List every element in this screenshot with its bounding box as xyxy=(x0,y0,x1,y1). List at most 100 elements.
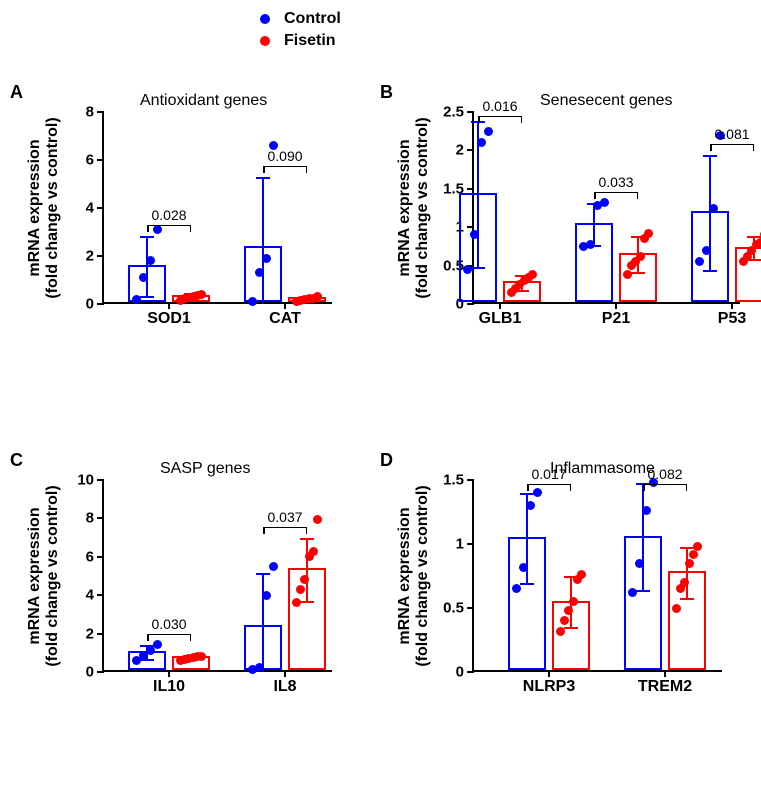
legend-dot-control xyxy=(260,14,270,24)
y-tick-label: 8 xyxy=(86,510,94,527)
panel-C: CSASP genesmRNA expression(fold change v… xyxy=(10,450,352,722)
x-tick-label: GLB1 xyxy=(479,310,522,328)
error-cap xyxy=(140,236,154,238)
legend: Control Fisetin xyxy=(260,10,341,54)
p-value-label: 0.033 xyxy=(598,174,633,190)
error-cap xyxy=(140,296,154,298)
data-point xyxy=(197,652,206,661)
error-bar xyxy=(262,178,264,304)
y-tick xyxy=(467,188,474,190)
error-cap xyxy=(256,573,270,575)
error-cap xyxy=(520,493,534,495)
y-tick-label: 4 xyxy=(86,200,94,217)
x-tick-label: P53 xyxy=(718,310,746,328)
legend-item-control: Control xyxy=(260,10,341,28)
error-bar xyxy=(593,204,595,245)
x-tick xyxy=(284,302,286,309)
p-bracket xyxy=(147,634,191,635)
y-tick xyxy=(467,671,474,673)
y-tick-label: 4 xyxy=(86,587,94,604)
error-cap xyxy=(520,583,534,585)
error-cap xyxy=(636,590,650,592)
p-value-label: 0.090 xyxy=(267,148,302,164)
panel-A: AAntioxidant genesmRNA expression(fold c… xyxy=(10,82,352,354)
y-tick xyxy=(97,633,104,635)
y-tick xyxy=(467,111,474,113)
data-point xyxy=(636,252,645,261)
error-cap xyxy=(680,547,694,549)
panel-D: DInflammasomemRNA expression(fold change… xyxy=(380,450,742,722)
legend-label: Control xyxy=(284,10,341,28)
error-cap xyxy=(703,270,717,272)
data-point xyxy=(709,204,718,213)
data-point xyxy=(262,591,271,600)
data-point xyxy=(463,265,472,274)
y-tick-label: 6 xyxy=(86,548,94,565)
data-point xyxy=(569,597,578,606)
p-bracket xyxy=(263,527,307,528)
error-bar xyxy=(146,237,148,297)
data-point xyxy=(689,550,698,559)
y-tick-label: 6 xyxy=(86,152,94,169)
plot-area: 00.511.522.5GLB1P21P530.0160.0330.081 xyxy=(472,112,740,304)
x-tick-label: SOD1 xyxy=(147,310,191,328)
p-bracket xyxy=(263,166,307,167)
y-tick xyxy=(97,159,104,161)
p-bracket xyxy=(710,144,754,145)
p-value-label: 0.082 xyxy=(647,466,682,482)
x-tick-label: CAT xyxy=(269,310,301,328)
y-tick xyxy=(467,543,474,545)
data-point xyxy=(693,542,702,551)
y-axis-label: mRNA expression(fold change vs control) xyxy=(396,476,432,676)
x-tick xyxy=(168,670,170,677)
plot-area: 02468SOD1CAT0.0280.090 xyxy=(102,112,332,304)
data-point xyxy=(642,506,651,515)
y-tick xyxy=(97,303,104,305)
y-tick xyxy=(97,479,104,481)
x-tick xyxy=(168,302,170,309)
data-point xyxy=(269,562,278,571)
panel-label: D xyxy=(380,450,393,471)
data-point xyxy=(132,295,141,304)
x-tick xyxy=(615,302,617,309)
y-tick xyxy=(97,207,104,209)
data-point xyxy=(528,270,537,279)
error-cap xyxy=(680,598,694,600)
p-value-label: 0.030 xyxy=(151,616,186,632)
error-cap xyxy=(300,538,314,540)
data-point xyxy=(600,198,609,207)
data-point xyxy=(262,254,271,263)
data-point xyxy=(644,229,653,238)
y-tick xyxy=(467,479,474,481)
data-point xyxy=(526,501,535,510)
error-cap xyxy=(564,627,578,629)
error-bar xyxy=(686,548,688,599)
x-tick-label: TREM2 xyxy=(638,678,692,696)
data-point xyxy=(685,559,694,568)
data-point xyxy=(556,627,565,636)
y-tick xyxy=(97,671,104,673)
x-tick-label: P21 xyxy=(602,310,630,328)
y-axis-label: mRNA expression(fold change vs control) xyxy=(396,108,432,308)
p-value-label: 0.081 xyxy=(714,126,749,142)
y-tick-label: 2 xyxy=(456,142,464,159)
data-point xyxy=(153,640,162,649)
p-bracket xyxy=(478,116,522,117)
p-bracket xyxy=(527,484,571,485)
p-value-label: 0.017 xyxy=(531,466,566,482)
y-tick-label: 8 xyxy=(86,104,94,121)
panel-label: C xyxy=(10,450,23,471)
y-tick-label: 1.5 xyxy=(443,472,464,489)
p-value-label: 0.037 xyxy=(267,509,302,525)
y-tick xyxy=(467,149,474,151)
data-point xyxy=(756,238,761,247)
panel-title: SASP genes xyxy=(160,460,250,478)
x-tick xyxy=(499,302,501,309)
y-tick xyxy=(467,303,474,305)
data-point xyxy=(533,488,542,497)
data-point xyxy=(248,297,257,306)
x-tick-label: IL8 xyxy=(273,678,296,696)
y-tick xyxy=(97,255,104,257)
error-bar xyxy=(262,574,264,672)
y-tick-label: 1 xyxy=(456,536,464,553)
